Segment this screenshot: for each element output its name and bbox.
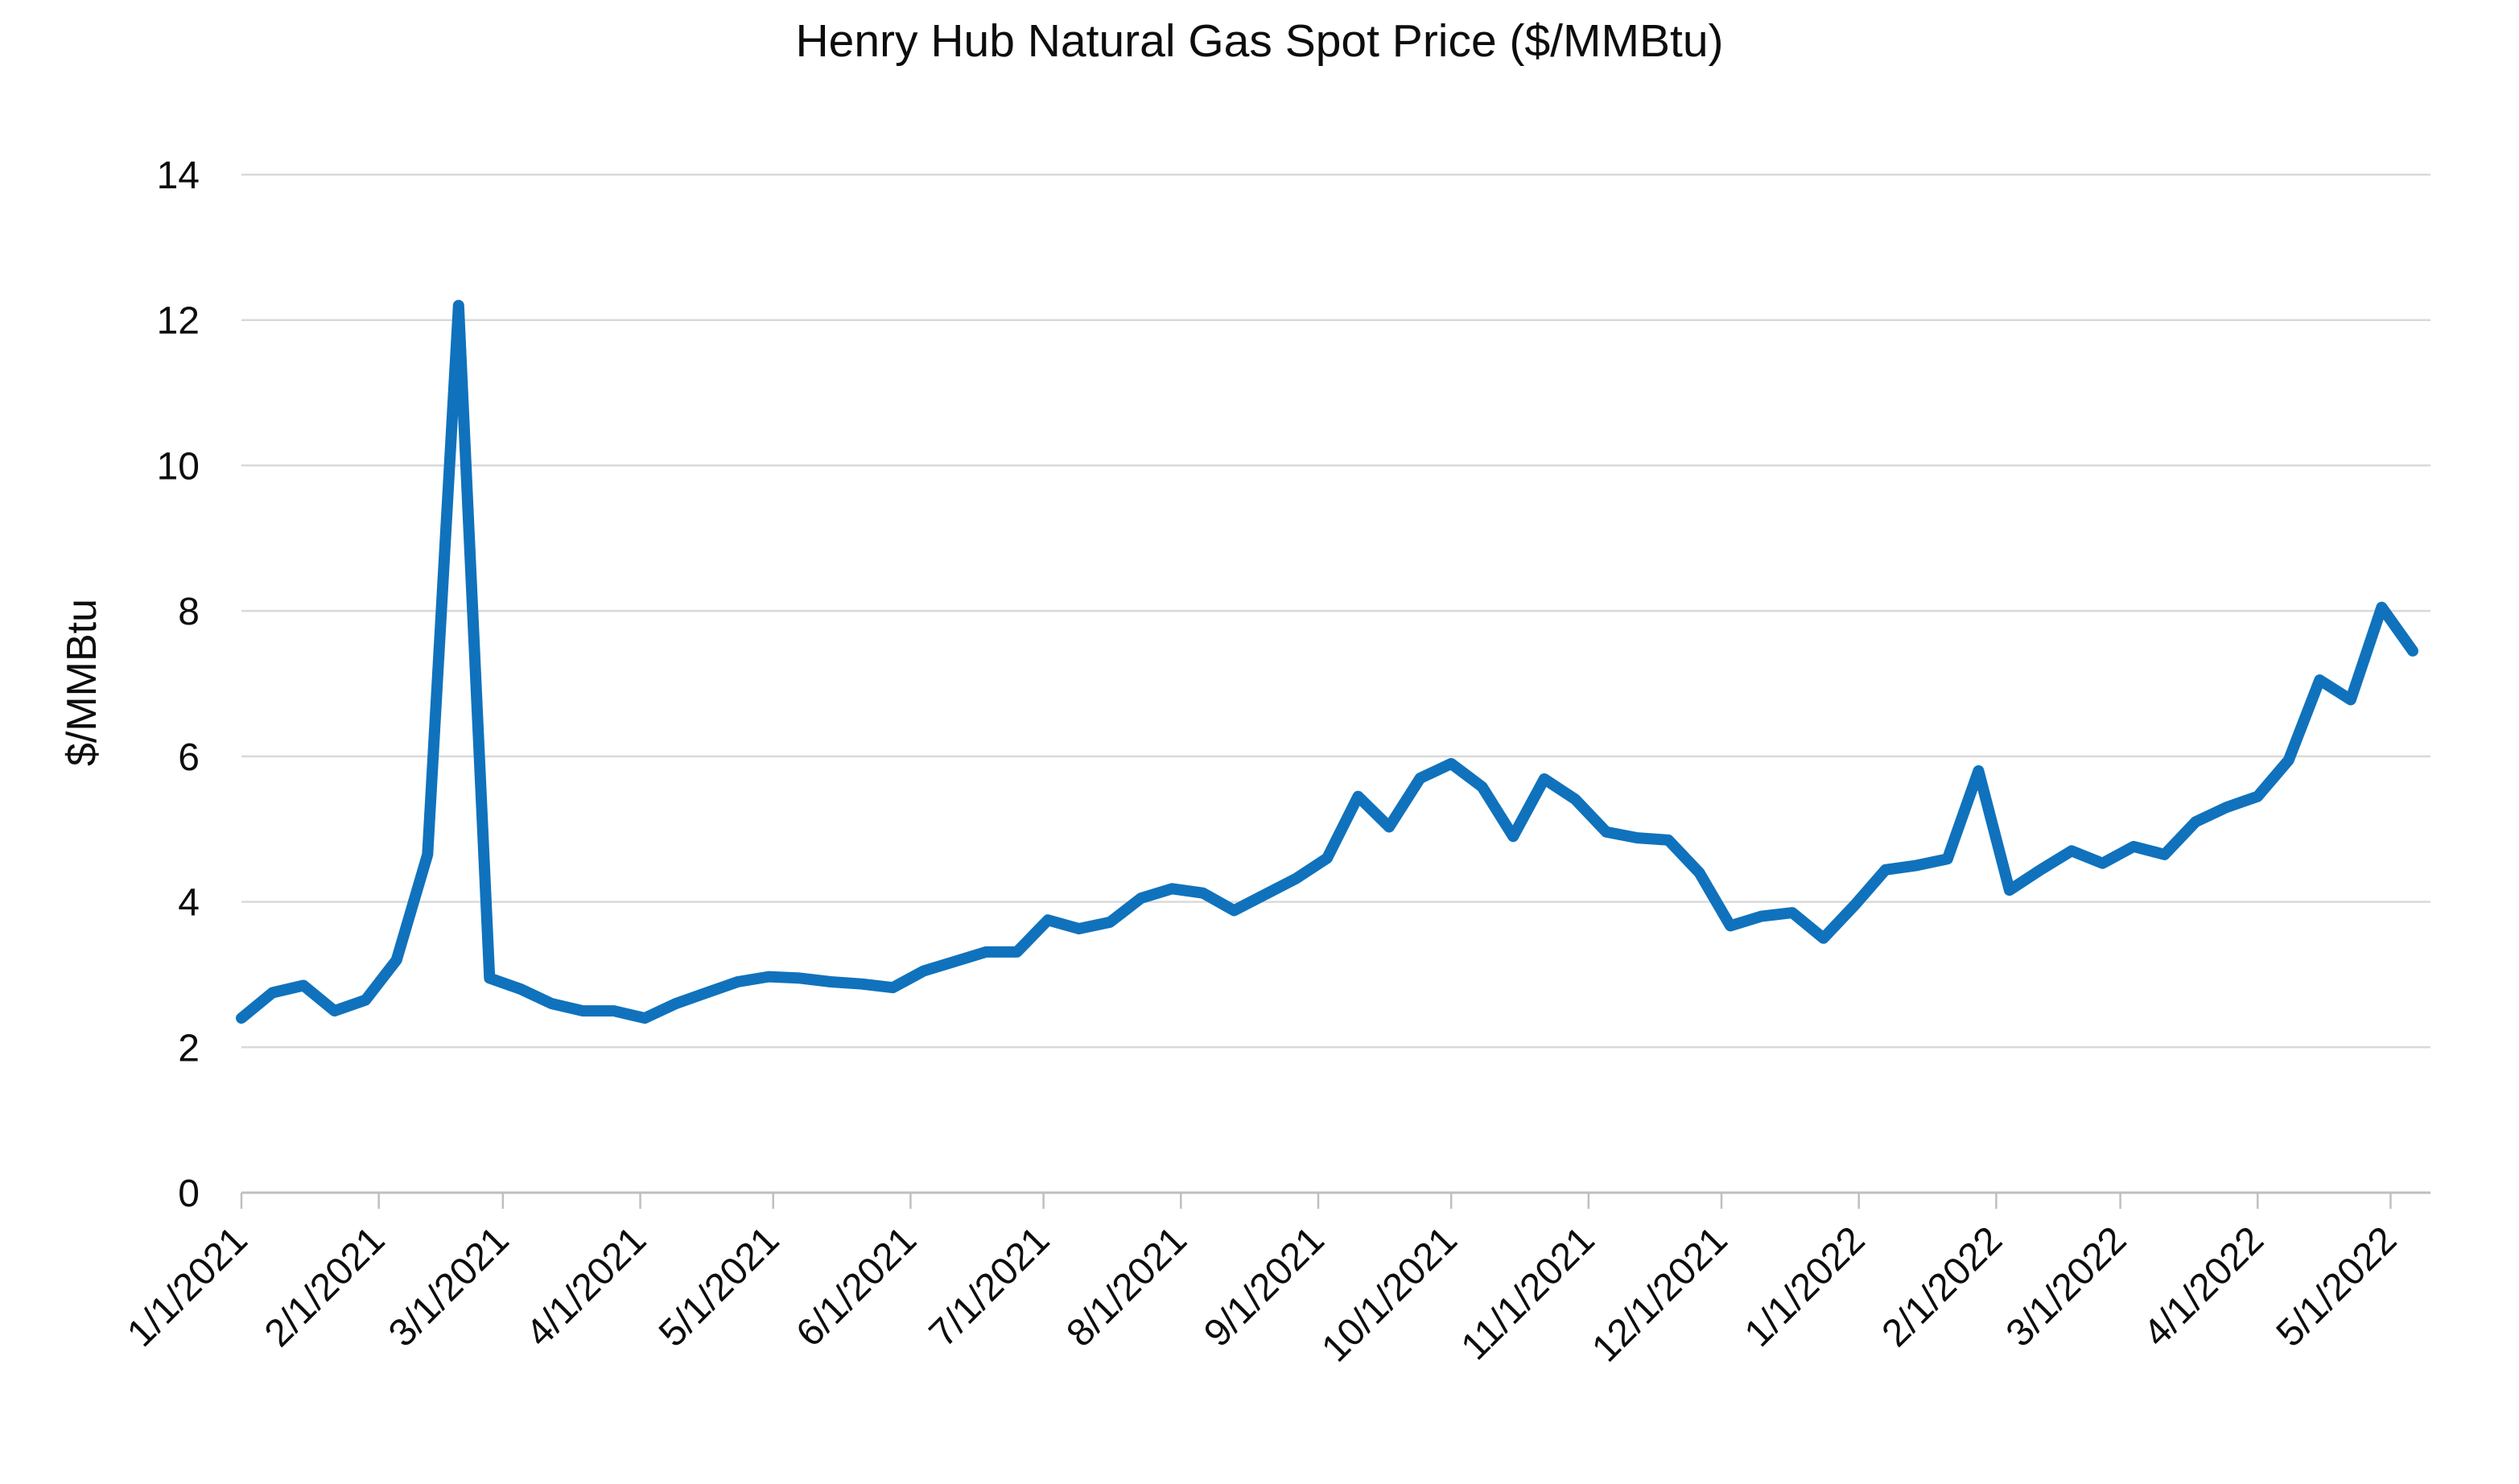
x-tick-label: 1/1/2022 (1737, 1218, 1874, 1355)
x-tick-label: 1/1/2021 (119, 1218, 256, 1355)
y-tick-label: 8 (178, 591, 200, 633)
x-tick-label: 3/1/2022 (1998, 1218, 2135, 1355)
gridlines (241, 173, 2430, 1194)
y-tick-label: 6 (178, 736, 200, 779)
y-tick-label: 12 (157, 300, 200, 343)
x-tick-label: 7/1/2021 (921, 1218, 1058, 1355)
x-tick-label: 5/1/2021 (651, 1218, 788, 1355)
y-tick-label: 4 (178, 882, 200, 925)
y-tick-labels: 0 2 4 6 8 10 12 14 (157, 155, 200, 1215)
x-tick-label: 2/1/2021 (257, 1218, 394, 1355)
x-tick-label: 6/1/2021 (789, 1218, 926, 1355)
x-tick-label: 12/1/2021 (1584, 1218, 1735, 1370)
x-tick-label: 3/1/2021 (381, 1218, 517, 1355)
x-tick-label: 5/1/2022 (2269, 1218, 2406, 1355)
x-tick-label: 10/1/2021 (1313, 1218, 1465, 1370)
y-tick-label: 10 (157, 445, 200, 488)
y-tick-label: 0 (178, 1173, 200, 1215)
x-tick-label: 2/1/2022 (1874, 1218, 2011, 1355)
x-tick-label: 9/1/2021 (1196, 1218, 1333, 1355)
chart-title: Henry Hub Natural Gas Spot Price ($/MMBt… (795, 15, 1724, 67)
x-tick-marks (240, 1193, 2392, 1209)
y-tick-label: 14 (157, 155, 200, 197)
x-tick-label: 4/1/2022 (2135, 1218, 2272, 1355)
x-tick-label: 8/1/2021 (1058, 1218, 1195, 1355)
x-tick-label: 4/1/2021 (518, 1218, 655, 1355)
x-tick-label: 11/1/2021 (1453, 1218, 1603, 1368)
y-tick-label: 2 (178, 1027, 200, 1070)
price-series-line (236, 299, 2418, 1024)
